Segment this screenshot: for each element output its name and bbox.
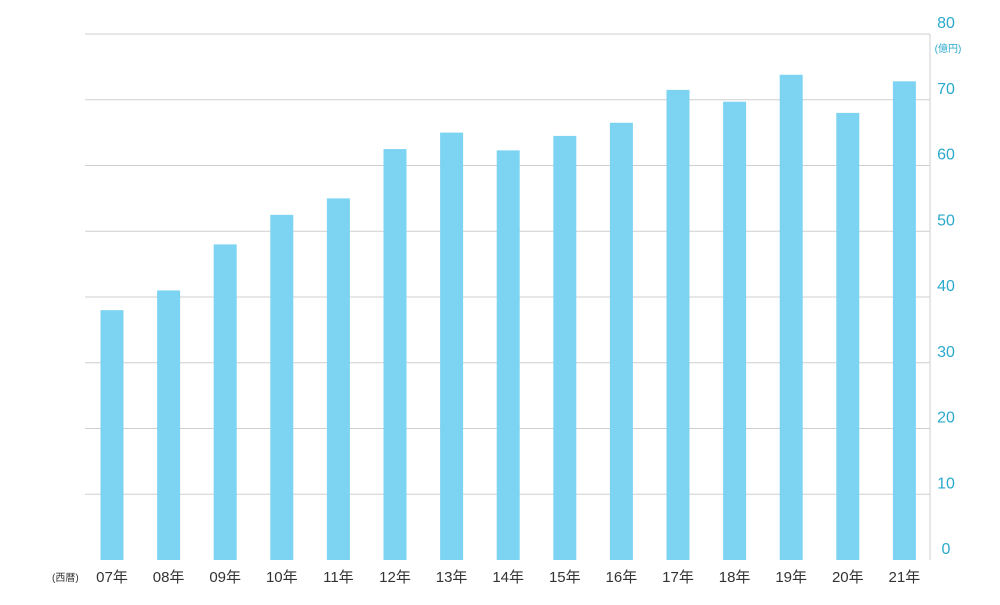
bar [779,74,803,560]
x-axis-ticks: 07年 08年 09年 10年 11年 12年 13年 14年 15年 16年 17年 18年 19年 2… [96,569,920,586]
y-tick-label: 80 [937,15,955,32]
y-tick-label: 40 [937,278,955,295]
bar [496,150,520,560]
bar [440,132,464,560]
y-tick-label: 50 [937,212,955,229]
y-tick-label: 30 [937,344,955,361]
bar [383,149,407,560]
bars [100,74,916,561]
bar [270,214,294,560]
x-tick-label: 08年 [153,569,185,586]
x-tick-label: 19年 [775,569,807,586]
y-tick-label: 20 [937,410,955,427]
y-tick-label: 70 [937,81,955,98]
x-tick-label: 10年 [266,569,298,586]
x-tick-label: 12年 [379,569,411,586]
x-tick-label: 09年 [209,569,241,586]
x-tick-label: 21年 [889,569,921,586]
y-tick-label: 10 [937,475,955,492]
bar [100,310,124,560]
bar [666,89,690,560]
x-tick-label: 17年 [662,569,694,586]
bar [553,135,577,560]
x-tick-label: 20年 [832,569,864,586]
bar [213,244,237,560]
bar [892,81,916,560]
y-unit-label: (億円) [935,42,962,55]
bar [723,101,747,560]
x-tick-label: 16年 [606,569,638,586]
y-axis-ticks: 0 10 20 30 40 50 60 70 80 [937,15,955,558]
x-tick-label: 07年 [96,569,128,586]
bar [836,112,860,561]
y-tick-label: 0 [942,541,951,558]
bar [609,122,633,560]
x-tick-label: 13年 [436,569,468,586]
x-tick-label: 18年 [719,569,751,586]
x-tick-label: 15年 [549,569,581,586]
bar [157,290,181,560]
x-unit-label: (西暦) [52,572,79,584]
y-tick-label: 60 [937,147,955,164]
x-tick-label: 11年 [323,569,354,586]
bar [326,198,350,560]
x-tick-label: 14年 [492,569,524,586]
